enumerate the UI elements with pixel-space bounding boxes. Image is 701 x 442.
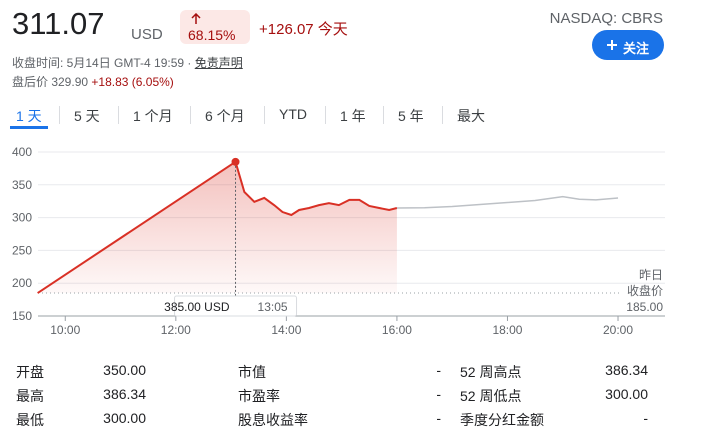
tooltip-value: 385.00 USD: [164, 300, 230, 314]
arrow-up-icon: [191, 13, 201, 24]
price: 311.07: [12, 6, 105, 41]
prev-close-title: 收盘价: [627, 283, 663, 298]
tab-separator: [118, 106, 119, 124]
price-line: [37, 160, 398, 294]
area-fill: [37, 161, 397, 294]
stat-label: 52 周低点: [460, 388, 522, 404]
stat-label: 开盘: [16, 364, 44, 380]
stat-value: 386.34: [103, 386, 146, 402]
stat-label: 季度分红金额: [460, 412, 544, 428]
tab-separator: [442, 106, 443, 124]
price-line: [396, 195, 619, 209]
tab-separator: [325, 106, 326, 124]
tab[interactable]: YTD: [279, 106, 307, 122]
y-tick-label: 350: [12, 178, 32, 192]
x-tick-label: 20:00: [603, 323, 633, 337]
stat-label: 市盈率: [238, 388, 280, 404]
tab[interactable]: 1 天: [16, 108, 42, 124]
stat-value: -: [643, 410, 648, 426]
follow-button[interactable]: 关注: [592, 30, 664, 60]
tab[interactable]: 5 年: [398, 108, 424, 124]
y-tick-label: 150: [12, 309, 32, 323]
tooltip-time: 13:05: [258, 300, 288, 314]
follow-label: 关注: [623, 41, 650, 56]
tab[interactable]: 最大: [457, 108, 485, 124]
stat-label: 最高: [16, 388, 44, 404]
after-hours: 盘后价 329.90: [12, 75, 89, 89]
after-hours-line: 盘后价 329.90 +18.83 (6.05%): [12, 73, 174, 90]
prev-close-title: 昨日: [639, 268, 663, 282]
tab-separator: [190, 106, 191, 124]
tooltip-box: [174, 295, 298, 317]
stat-label: 最低: [16, 412, 44, 428]
hover-point: [231, 157, 240, 166]
close-time-line: 收盘时间: 5月14日 GMT-4 19:59 · 免责声明: [12, 54, 243, 71]
tab-separator: [59, 106, 60, 124]
after-change: +18.83 (6.05%): [91, 75, 174, 89]
stat-value: -: [436, 362, 441, 378]
stat-label: 52 周高点: [460, 364, 522, 380]
close-time: 收盘时间: 5月14日 GMT-4 19:59 ·: [12, 56, 195, 70]
stat-value: 350.00: [103, 362, 146, 378]
x-tick-label: 16:00: [382, 323, 412, 337]
change-pct: 68.15%: [188, 27, 236, 43]
y-tick-label: 400: [12, 145, 32, 159]
x-tick-label: 10:00: [50, 323, 80, 337]
change: +126.07 今天: [259, 21, 348, 38]
plus-icon: [607, 40, 617, 50]
change-badge: 68.15%: [180, 10, 250, 44]
y-tick-label: 300: [12, 211, 32, 225]
stat-value: 386.34: [605, 362, 648, 378]
tab[interactable]: 1 年: [340, 108, 366, 124]
tab-separator: [264, 106, 265, 124]
prev-close-value: 185.00: [626, 300, 663, 314]
stat-value: -: [436, 386, 441, 402]
x-tick-label: 14:00: [271, 323, 301, 337]
tab-underline: [10, 126, 48, 129]
stat-value: 300.00: [103, 410, 146, 426]
x-tick-label: 18:00: [492, 323, 522, 337]
x-tick-label: 12:00: [161, 323, 191, 337]
y-tick-label: 200: [12, 276, 32, 290]
tab[interactable]: 1 个月: [133, 108, 173, 124]
stat-value: 300.00: [605, 386, 648, 402]
chart: 150 200 250 300 350 400 10:00 12:00 14:00 16:00 18…: [12, 145, 665, 337]
stat-value: -: [436, 410, 441, 426]
exchange: NASDAQ: CBRS: [549, 10, 663, 27]
stat-label: 股息收益率: [238, 412, 308, 428]
tab[interactable]: 5 天: [74, 108, 100, 124]
y-tick-label: 250: [12, 243, 32, 257]
tab[interactable]: 6 个月: [205, 108, 245, 124]
disclaimer-link[interactable]: 免责声明: [194, 56, 243, 70]
stat-label: 市值: [238, 364, 266, 380]
tab-separator: [383, 106, 384, 124]
currency: USD: [131, 26, 163, 43]
